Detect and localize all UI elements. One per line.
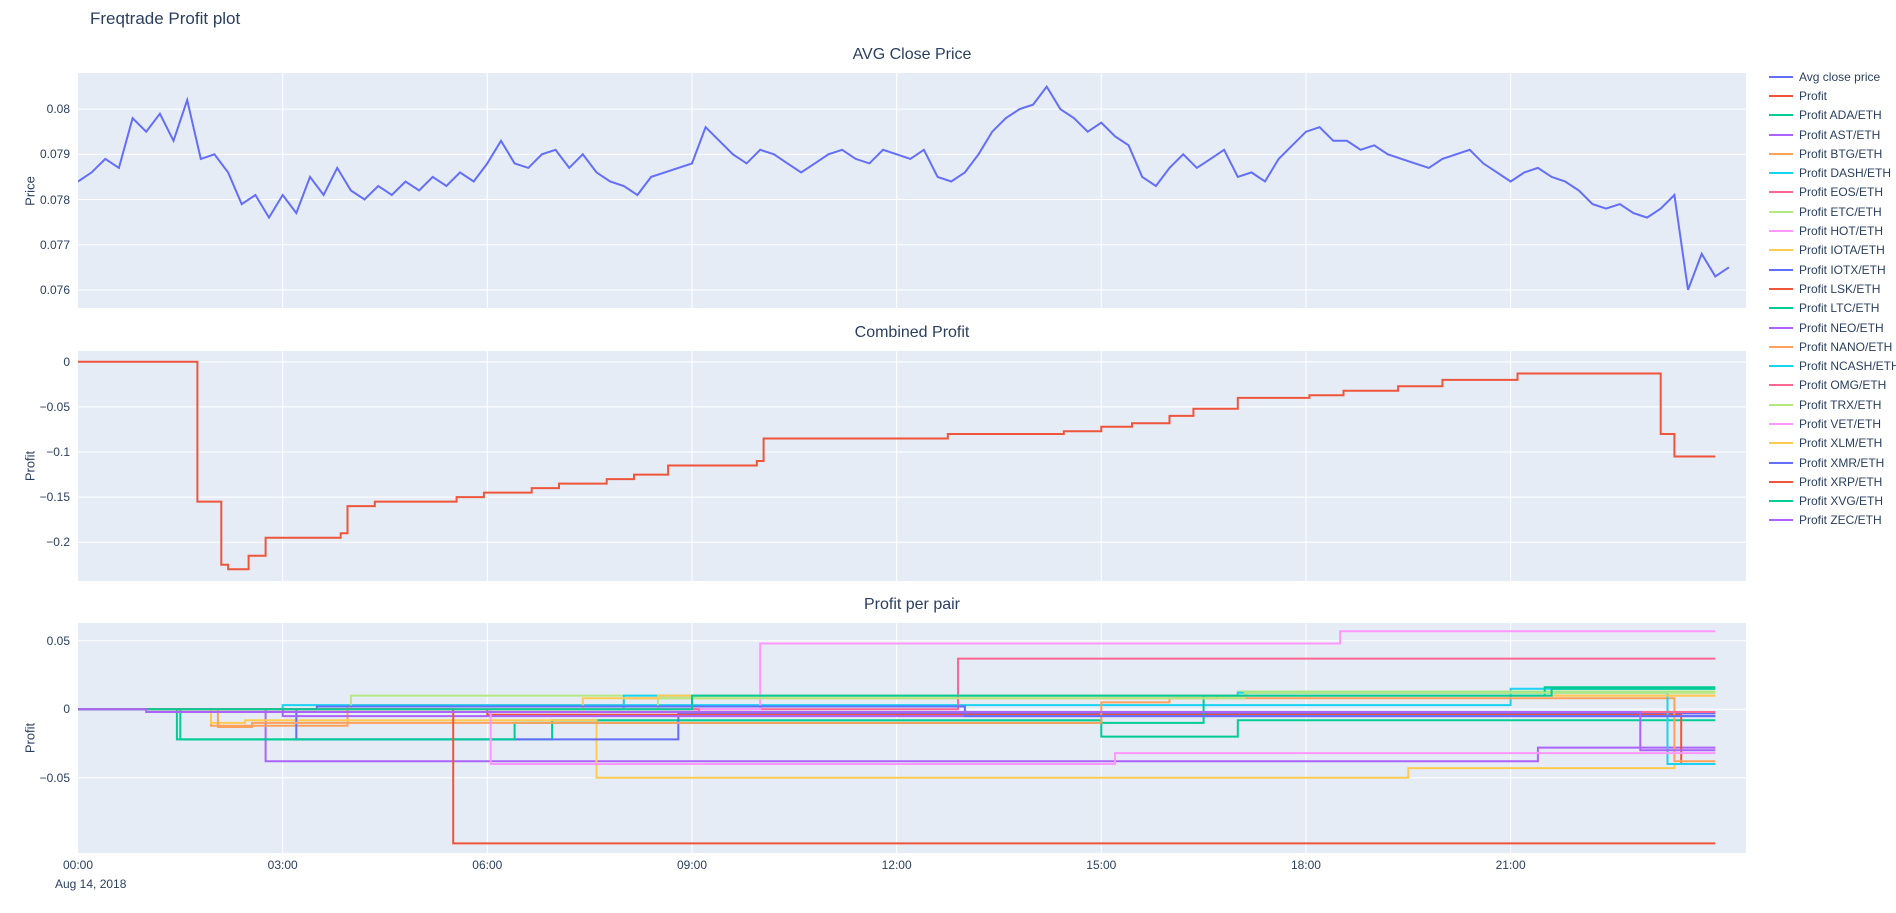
series-group-avg-close-price bbox=[78, 84, 1730, 291]
legend-label: Profit bbox=[1799, 88, 1828, 103]
legend-item-profit-iota-eth[interactable]: Profit IOTA/ETH bbox=[1769, 241, 1896, 260]
gridlines-combined-profit bbox=[78, 351, 1746, 581]
plot-area-combined-profit[interactable] bbox=[78, 351, 1746, 581]
legend-label: Profit LTC/ETH bbox=[1799, 301, 1880, 316]
legend-item-profit-nano-eth[interactable]: Profit NANO/ETH bbox=[1769, 337, 1896, 356]
legend-label: Profit NCASH/ETH bbox=[1799, 359, 1896, 374]
series-profit-xvg-eth bbox=[78, 687, 1716, 711]
legend-item-profit-vet-eth[interactable]: Profit VET/ETH bbox=[1769, 414, 1896, 433]
legend-line-swatch bbox=[1769, 422, 1793, 425]
legend-item-profit-xmr-eth[interactable]: Profit XMR/ETH bbox=[1769, 453, 1896, 472]
legend-item-profit-btg-eth[interactable]: Profit BTG/ETH bbox=[1769, 144, 1896, 163]
legend-line-swatch bbox=[1769, 384, 1793, 387]
series-group-profit-per-pair bbox=[78, 630, 1716, 845]
legend-label: Profit ADA/ETH bbox=[1799, 108, 1882, 123]
legend-line-swatch bbox=[1769, 519, 1793, 522]
legend-line-swatch bbox=[1769, 75, 1793, 78]
legend-line-swatch bbox=[1769, 365, 1793, 368]
legend-item-profit-omg-eth[interactable]: Profit OMG/ETH bbox=[1769, 376, 1896, 395]
legend-line-swatch bbox=[1769, 287, 1793, 290]
legend-item-profit[interactable]: Profit bbox=[1769, 86, 1896, 105]
legend-item-profit-hot-eth[interactable]: Profit HOT/ETH bbox=[1769, 221, 1896, 240]
legend-item-profit-xvg-eth[interactable]: Profit XVG/ETH bbox=[1769, 492, 1896, 511]
gridlines-avg-close-price bbox=[78, 73, 1746, 308]
legend-item-profit-etc-eth[interactable]: Profit ETC/ETH bbox=[1769, 202, 1896, 221]
legend-line-swatch bbox=[1769, 480, 1793, 483]
legend-line-swatch bbox=[1769, 403, 1793, 406]
series-avg-close-price bbox=[78, 84, 1730, 291]
legend-line-swatch bbox=[1769, 345, 1793, 348]
legend-label: Profit VET/ETH bbox=[1799, 416, 1882, 431]
legend-line-swatch bbox=[1769, 210, 1793, 213]
legend-line-swatch bbox=[1769, 461, 1793, 464]
legend-item-profit-ncash-eth[interactable]: Profit NCASH/ETH bbox=[1769, 356, 1896, 375]
legend-label: Profit IOTA/ETH bbox=[1799, 243, 1885, 258]
legend-label: Profit EOS/ETH bbox=[1799, 185, 1884, 200]
legend-label: Profit AST/ETH bbox=[1799, 127, 1881, 142]
legend-label: Profit BTG/ETH bbox=[1799, 146, 1883, 161]
legend-item-profit-ada-eth[interactable]: Profit ADA/ETH bbox=[1769, 106, 1896, 125]
legend-item-profit-xrp-eth[interactable]: Profit XRP/ETH bbox=[1769, 472, 1896, 491]
legend-label: Profit XRP/ETH bbox=[1799, 474, 1883, 489]
legend-line-swatch bbox=[1769, 114, 1793, 117]
legend-line-swatch bbox=[1769, 326, 1793, 329]
series-profit-iota-eth bbox=[78, 708, 1716, 779]
legend-label: Profit DASH/ETH bbox=[1799, 166, 1892, 181]
legend-line-swatch bbox=[1769, 191, 1793, 194]
legend-item-profit-iotx-eth[interactable]: Profit IOTX/ETH bbox=[1769, 260, 1896, 279]
legend-item-profit-dash-eth[interactable]: Profit DASH/ETH bbox=[1769, 163, 1896, 182]
plot-area-profit-per-pair[interactable] bbox=[78, 623, 1746, 853]
legend-item-profit-eos-eth[interactable]: Profit EOS/ETH bbox=[1769, 183, 1896, 202]
legend-line-swatch bbox=[1769, 133, 1793, 136]
plot-area-avg-close-price[interactable] bbox=[78, 73, 1746, 308]
series-profit-zec-eth bbox=[78, 708, 1716, 752]
series-profit-ada-eth bbox=[78, 708, 1716, 741]
legend-item-profit-trx-eth[interactable]: Profit TRX/ETH bbox=[1769, 395, 1896, 414]
legend-item-profit-neo-eth[interactable]: Profit NEO/ETH bbox=[1769, 318, 1896, 337]
legend-line-swatch bbox=[1769, 500, 1793, 503]
legend-label: Profit LSK/ETH bbox=[1799, 281, 1881, 296]
legend-label: Profit HOT/ETH bbox=[1799, 224, 1884, 239]
series-profit bbox=[78, 360, 1716, 571]
legend-line-swatch bbox=[1769, 230, 1793, 233]
legend: Avg close price Profit Profit ADA/ETH Profi… bbox=[1769, 67, 1896, 530]
page-title: Freqtrade Profit plot bbox=[90, 9, 241, 28]
legend-label: Profit TRX/ETH bbox=[1799, 397, 1882, 412]
legend-label: Profit XVG/ETH bbox=[1799, 494, 1884, 509]
legend-label: Profit ETC/ETH bbox=[1799, 204, 1882, 219]
legend-item-profit-lsk-eth[interactable]: Profit LSK/ETH bbox=[1769, 279, 1896, 298]
legend-item-profit-ltc-eth[interactable]: Profit LTC/ETH bbox=[1769, 299, 1896, 318]
legend-line-swatch bbox=[1769, 268, 1793, 271]
legend-item-avg-close-price[interactable]: Avg close price bbox=[1769, 67, 1896, 86]
legend-item-profit-ast-eth[interactable]: Profit AST/ETH bbox=[1769, 125, 1896, 144]
legend-line-swatch bbox=[1769, 152, 1793, 155]
legend-label: Avg close price bbox=[1799, 69, 1881, 84]
legend-line-swatch bbox=[1769, 249, 1793, 252]
legend-label: Profit NANO/ETH bbox=[1799, 339, 1893, 354]
series-group-combined-profit bbox=[78, 360, 1716, 571]
legend-line-swatch bbox=[1769, 442, 1793, 445]
legend-line-swatch bbox=[1769, 307, 1793, 310]
legend-item-profit-xlm-eth[interactable]: Profit XLM/ETH bbox=[1769, 434, 1896, 453]
legend-label: Profit NEO/ETH bbox=[1799, 320, 1884, 335]
legend-label: Profit IOTX/ETH bbox=[1799, 262, 1886, 277]
legend-item-profit-zec-eth[interactable]: Profit ZEC/ETH bbox=[1769, 511, 1896, 530]
legend-line-swatch bbox=[1769, 94, 1793, 97]
legend-label: Profit ZEC/ETH bbox=[1799, 513, 1882, 528]
legend-line-swatch bbox=[1769, 172, 1793, 175]
legend-label: Profit XLM/ETH bbox=[1799, 436, 1883, 451]
legend-label: Profit XMR/ETH bbox=[1799, 455, 1885, 470]
legend-label: Profit OMG/ETH bbox=[1799, 378, 1887, 393]
